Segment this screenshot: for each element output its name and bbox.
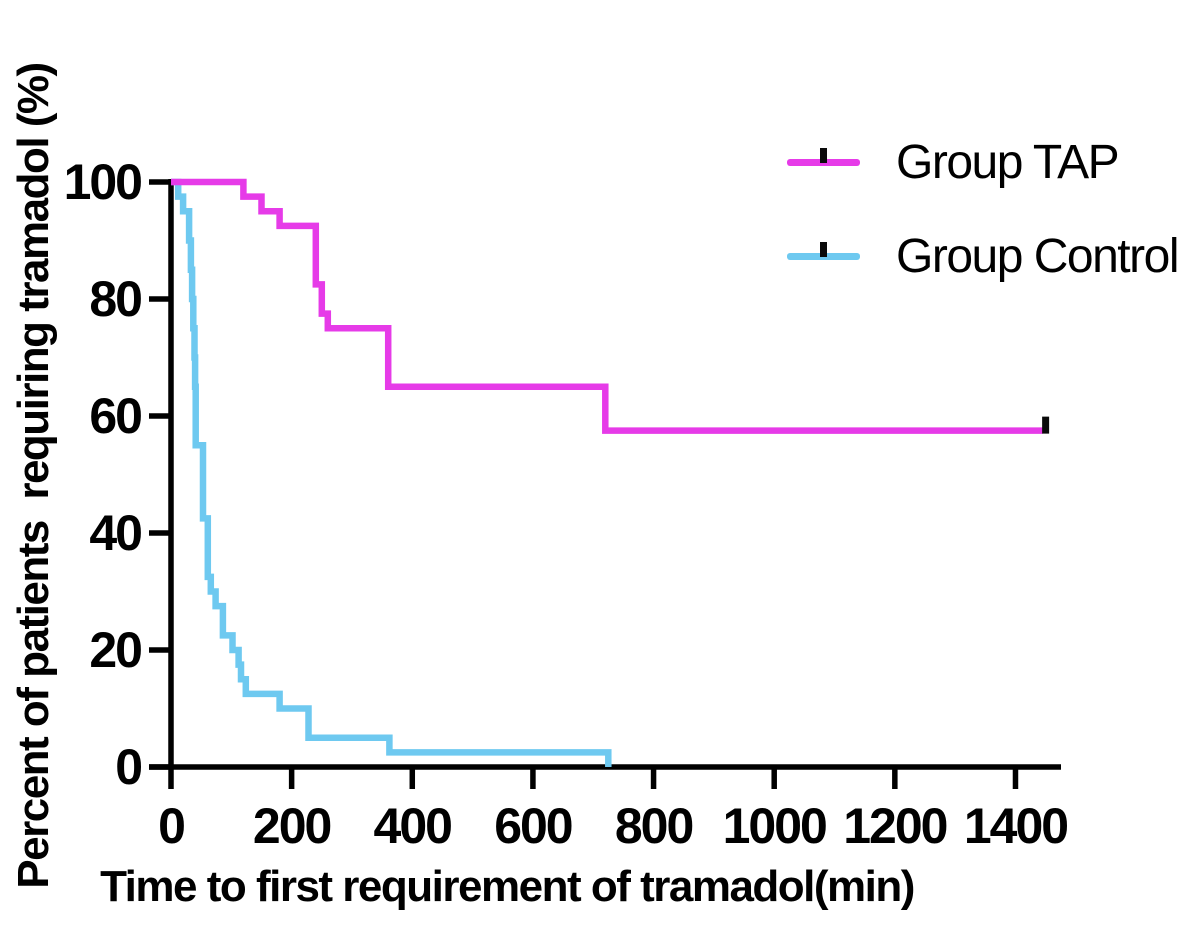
y-tick-label: 60 <box>89 388 141 444</box>
y-tick-label: 100 <box>64 154 142 210</box>
x-tick-label: 800 <box>615 798 693 854</box>
legend-item-group-tap: Group TAP <box>787 135 1178 190</box>
x-axis-title: Time to first requirement of tramadol(mi… <box>100 862 915 911</box>
y-tick-label: 20 <box>89 622 141 678</box>
legend: Group TAP Group Control <box>787 135 1179 323</box>
series-path-group-tap <box>171 178 1043 434</box>
legend-line-swatch-group-tap <box>787 148 860 166</box>
censor-tick-icon <box>820 242 827 257</box>
y-tick-label: 0 <box>115 739 141 795</box>
x-tick-label: 600 <box>494 798 572 854</box>
x-tick-label: 400 <box>374 798 452 854</box>
x-tick-label: 1400 <box>964 798 1067 854</box>
legend-label: Group Control <box>896 230 1179 283</box>
y-axis-title: Percent of patients requiring tramadol (… <box>9 63 58 889</box>
legend-line-swatch-group-control <box>787 242 860 260</box>
censor-tick-icon <box>820 148 827 163</box>
y-tick-label: 80 <box>89 271 141 327</box>
x-tick-label: 200 <box>253 798 331 854</box>
legend-label: Group TAP <box>896 136 1120 189</box>
x-tick-label: 1200 <box>843 798 946 854</box>
x-tick-label: 1000 <box>723 798 826 854</box>
y-tick-label: 40 <box>89 505 141 561</box>
series-path-group-control <box>171 178 612 767</box>
legend-item-group-control: Group Control <box>787 229 1179 284</box>
x-tick-label: 0 <box>158 798 184 854</box>
